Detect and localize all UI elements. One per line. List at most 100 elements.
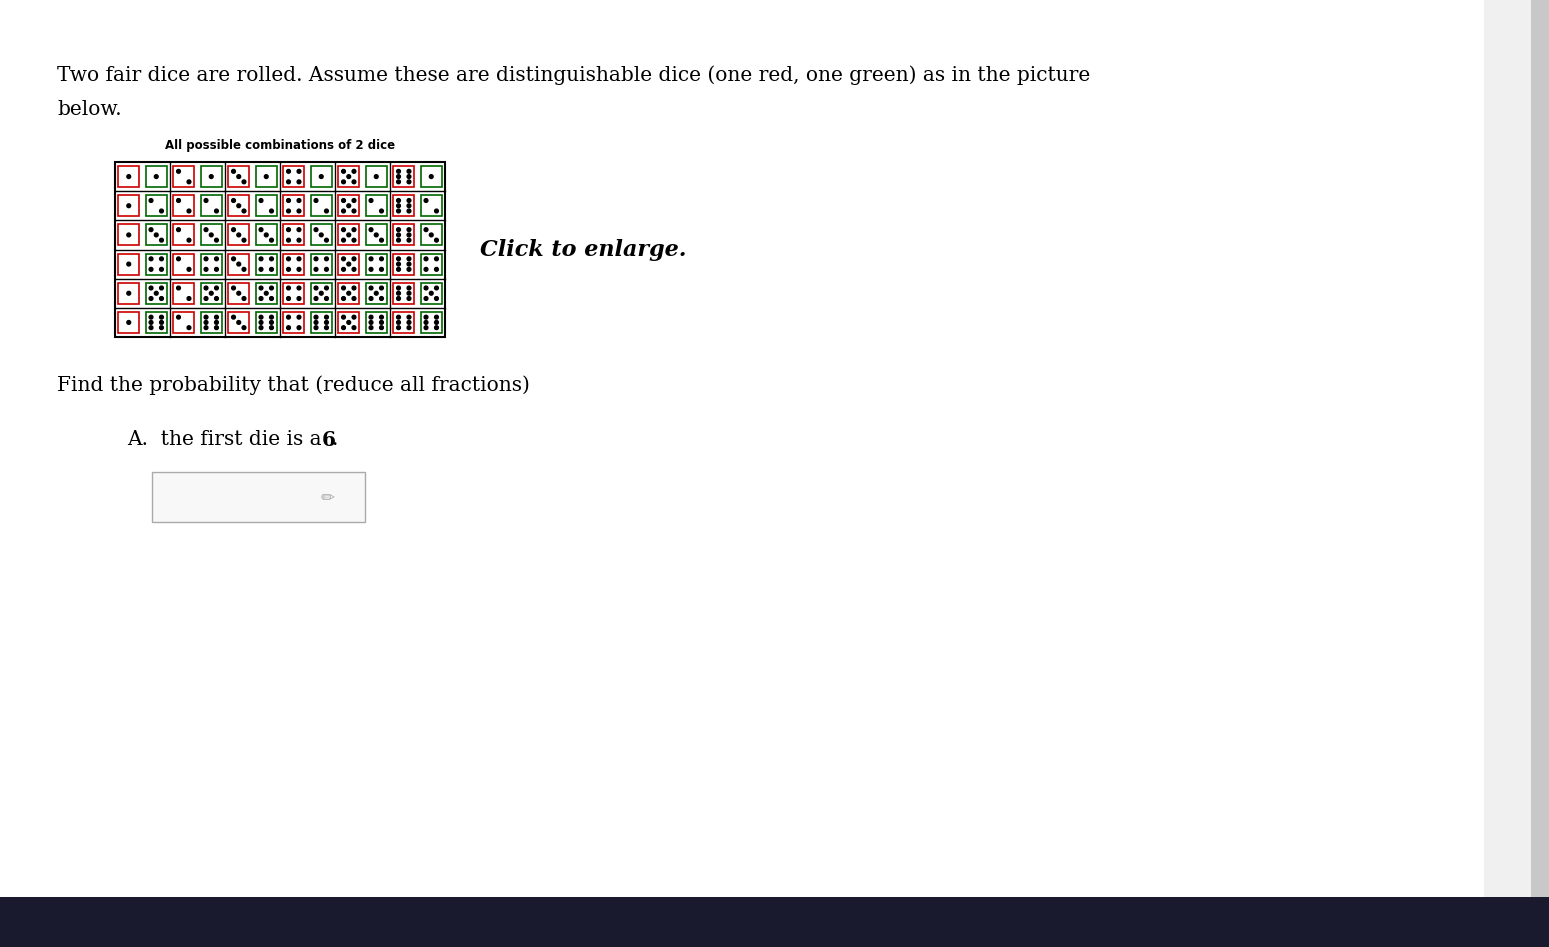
Bar — [283, 195, 304, 216]
Circle shape — [369, 326, 373, 330]
Circle shape — [397, 262, 400, 266]
Circle shape — [127, 292, 130, 295]
Bar — [201, 283, 222, 304]
Circle shape — [287, 315, 290, 319]
Bar — [366, 312, 387, 333]
Circle shape — [187, 209, 191, 213]
Circle shape — [177, 286, 180, 290]
Bar — [146, 195, 167, 216]
Circle shape — [342, 257, 345, 260]
Circle shape — [297, 180, 301, 184]
Circle shape — [287, 286, 290, 290]
Circle shape — [369, 267, 373, 271]
Circle shape — [375, 233, 378, 237]
Circle shape — [259, 296, 263, 300]
Circle shape — [435, 320, 438, 324]
Circle shape — [435, 326, 438, 330]
Bar — [366, 224, 387, 245]
Circle shape — [407, 228, 410, 232]
Circle shape — [369, 228, 373, 232]
Circle shape — [215, 320, 218, 324]
Bar — [118, 283, 139, 304]
Circle shape — [380, 315, 383, 319]
Circle shape — [242, 209, 246, 213]
Circle shape — [149, 257, 153, 260]
Circle shape — [314, 326, 318, 330]
Circle shape — [127, 320, 130, 324]
Circle shape — [127, 204, 130, 207]
Bar — [118, 312, 139, 333]
Circle shape — [127, 233, 130, 237]
Bar — [1530, 0, 1549, 897]
Circle shape — [407, 233, 410, 237]
Circle shape — [270, 257, 273, 260]
Circle shape — [397, 174, 400, 178]
Bar — [421, 312, 441, 333]
Circle shape — [435, 315, 438, 319]
Circle shape — [429, 174, 434, 178]
Circle shape — [270, 320, 273, 324]
Circle shape — [369, 257, 373, 260]
Bar — [338, 283, 359, 304]
Circle shape — [407, 267, 410, 271]
Bar — [173, 283, 194, 304]
Text: ✏: ✏ — [321, 488, 335, 506]
Bar — [146, 312, 167, 333]
Circle shape — [155, 292, 158, 295]
Bar — [393, 312, 414, 333]
Circle shape — [380, 267, 383, 271]
Circle shape — [435, 209, 438, 213]
Bar — [256, 283, 277, 304]
Circle shape — [259, 267, 263, 271]
Bar — [256, 312, 277, 333]
Bar — [283, 283, 304, 304]
Circle shape — [325, 286, 328, 290]
Bar — [201, 224, 222, 245]
Circle shape — [424, 286, 428, 290]
Bar — [256, 224, 277, 245]
Circle shape — [259, 320, 263, 324]
Bar — [283, 224, 304, 245]
Circle shape — [380, 209, 383, 213]
Circle shape — [259, 228, 263, 232]
Circle shape — [314, 199, 318, 203]
Circle shape — [270, 315, 273, 319]
Circle shape — [397, 209, 400, 213]
Circle shape — [215, 239, 218, 242]
Circle shape — [319, 292, 324, 295]
Circle shape — [259, 286, 263, 290]
Circle shape — [177, 257, 180, 260]
Bar — [366, 195, 387, 216]
Bar — [146, 283, 167, 304]
Circle shape — [429, 233, 434, 237]
Circle shape — [347, 320, 350, 324]
Circle shape — [287, 267, 290, 271]
Circle shape — [149, 326, 153, 330]
Circle shape — [287, 239, 290, 242]
Circle shape — [314, 257, 318, 260]
Circle shape — [397, 228, 400, 232]
Circle shape — [160, 257, 163, 260]
Bar — [201, 166, 222, 188]
Bar — [256, 166, 277, 188]
Circle shape — [297, 267, 301, 271]
Circle shape — [259, 199, 263, 203]
Circle shape — [232, 257, 235, 260]
Text: .: . — [331, 430, 338, 449]
Bar — [366, 283, 387, 304]
Circle shape — [380, 326, 383, 330]
Circle shape — [297, 296, 301, 300]
Circle shape — [352, 296, 356, 300]
Circle shape — [209, 233, 214, 237]
Bar — [393, 254, 414, 275]
Circle shape — [265, 233, 268, 237]
Circle shape — [242, 326, 246, 330]
Circle shape — [325, 326, 328, 330]
Circle shape — [380, 286, 383, 290]
Circle shape — [314, 296, 318, 300]
Bar — [118, 166, 139, 188]
Circle shape — [297, 228, 301, 232]
Bar — [228, 224, 249, 245]
Text: below.: below. — [57, 100, 122, 119]
Circle shape — [435, 257, 438, 260]
